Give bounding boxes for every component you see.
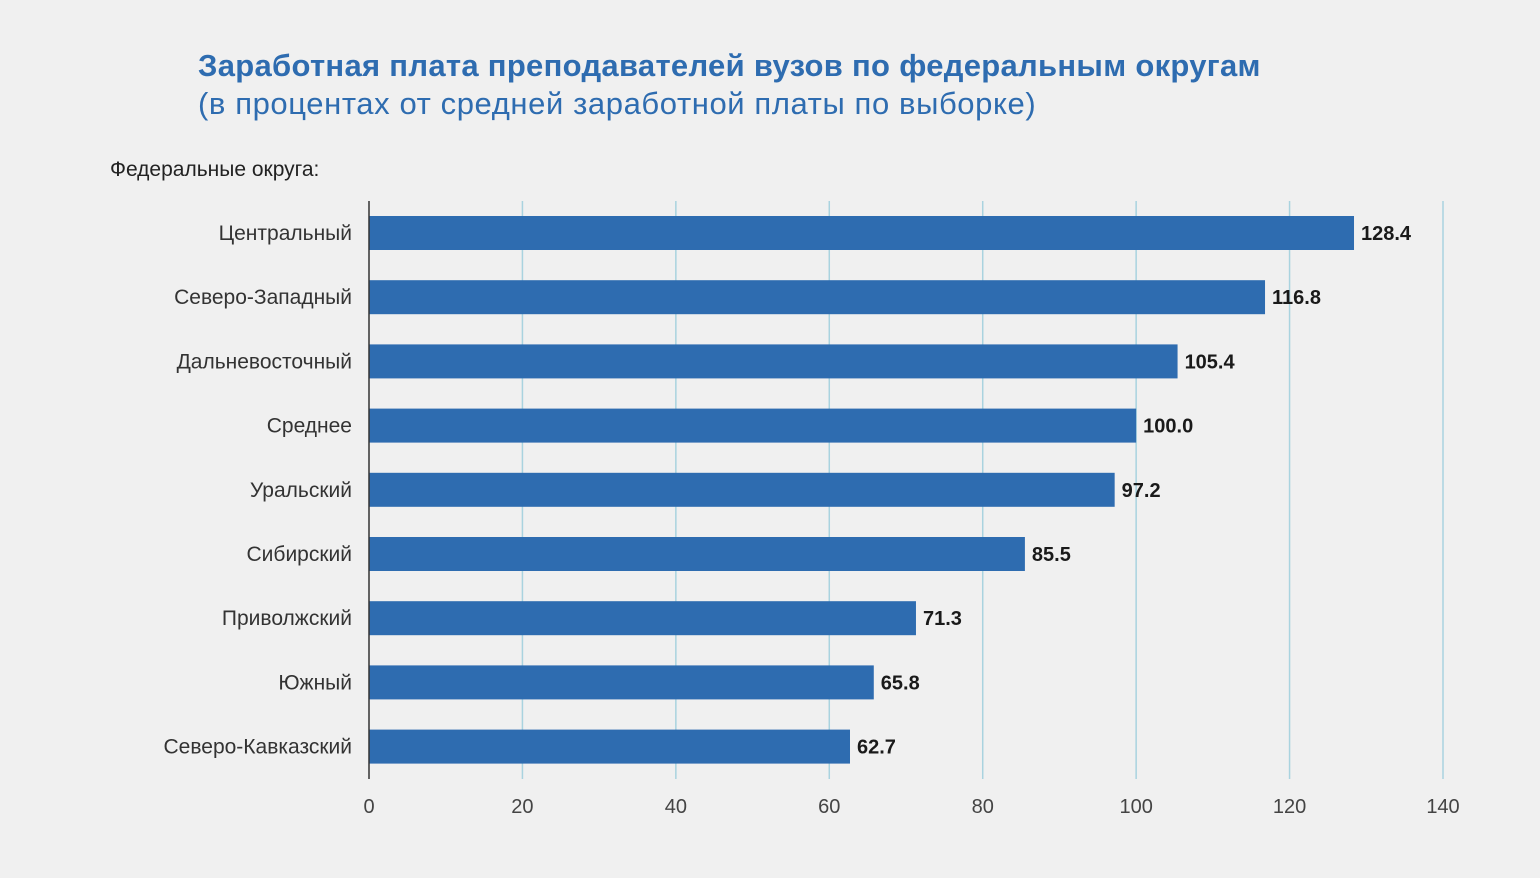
bar [369,216,1355,250]
bar [369,344,1178,379]
data-label: 128.4 [1361,223,1412,245]
data-label: 65.8 [881,672,920,694]
category-label: Северо-Кавказский [164,736,353,759]
chart-subtitle: (в процентах от средней заработной платы… [198,86,1037,121]
x-tick-label: 120 [1273,796,1306,818]
category-label: Среднее [267,415,352,438]
bar [369,472,1115,507]
category-label: Центральный [219,222,352,245]
data-label: 71.3 [923,608,962,630]
bar [369,280,1266,315]
category-label: Северо-Западный [174,286,352,309]
category-axis-title: Федеральные округа: [110,158,320,181]
x-tick-label: 0 [363,796,374,818]
bar [369,729,850,764]
bar [369,665,874,700]
x-tick-label: 140 [1426,796,1459,818]
x-tick-label: 20 [511,796,533,818]
x-tick-label: 100 [1119,796,1152,818]
x-tick-label: 60 [818,796,840,818]
bar [369,601,916,636]
x-tick-label: 80 [972,796,994,818]
category-label: Приволжский [222,607,352,630]
bar [369,408,1137,443]
data-label: 97.2 [1122,480,1161,502]
chart-title: Заработная плата преподавателей вузов по… [198,48,1261,83]
data-label: 105.4 [1185,351,1236,373]
bar [369,537,1025,571]
labels: 0 20 40 60 80 100 120 140 Центральный 128.4 Северо… [164,222,1460,818]
data-label: 85.5 [1032,544,1071,566]
category-label: Дальневосточный [177,350,352,373]
data-label: 62.7 [857,737,896,759]
bars [369,216,1355,764]
category-label: Южный [278,671,352,694]
x-tick-label: 40 [665,796,687,818]
data-label: 100.0 [1143,416,1193,438]
category-label: Уральский [250,479,352,502]
data-label: 116.8 [1272,287,1321,309]
category-label: Сибирский [247,543,352,566]
